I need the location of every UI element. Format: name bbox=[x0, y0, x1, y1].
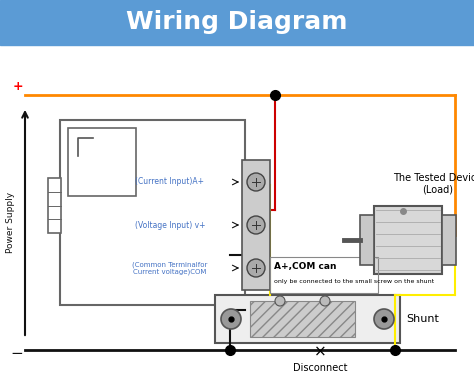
Text: ×: × bbox=[314, 344, 327, 360]
Text: (Voltage Input) v+: (Voltage Input) v+ bbox=[135, 221, 205, 229]
Text: Power Supply: Power Supply bbox=[7, 192, 16, 253]
Text: only be connected to the small screw on the shunt: only be connected to the small screw on … bbox=[274, 279, 434, 284]
Bar bbox=[242, 160, 270, 290]
Circle shape bbox=[275, 296, 285, 306]
Circle shape bbox=[320, 296, 330, 306]
Bar bbox=[360, 215, 374, 265]
Circle shape bbox=[247, 173, 265, 191]
Bar bbox=[250, 301, 355, 337]
Bar bbox=[0, 0, 474, 45]
Bar bbox=[270, 257, 378, 293]
Text: Wiring Diagram: Wiring Diagram bbox=[126, 10, 348, 34]
Text: −: − bbox=[10, 346, 23, 361]
Text: Shunt: Shunt bbox=[406, 314, 439, 324]
Circle shape bbox=[247, 216, 265, 234]
Bar bbox=[60, 120, 245, 305]
Text: (Common Terminalfor
Current voltage)COM: (Common Terminalfor Current voltage)COM bbox=[132, 261, 208, 275]
Text: The Tested Device
(Load): The Tested Device (Load) bbox=[393, 173, 474, 195]
Text: Disconnect: Disconnect bbox=[293, 363, 347, 373]
Circle shape bbox=[221, 309, 241, 329]
Text: (Current Input)A+: (Current Input)A+ bbox=[136, 178, 204, 187]
Bar bbox=[48, 178, 61, 233]
Circle shape bbox=[247, 259, 265, 277]
Text: +: + bbox=[12, 80, 23, 93]
Circle shape bbox=[374, 309, 394, 329]
Bar bbox=[442, 215, 456, 265]
Bar bbox=[68, 128, 136, 196]
Bar bbox=[374, 206, 442, 274]
Text: A+,COM can: A+,COM can bbox=[274, 262, 337, 271]
Bar bbox=[215, 295, 400, 343]
